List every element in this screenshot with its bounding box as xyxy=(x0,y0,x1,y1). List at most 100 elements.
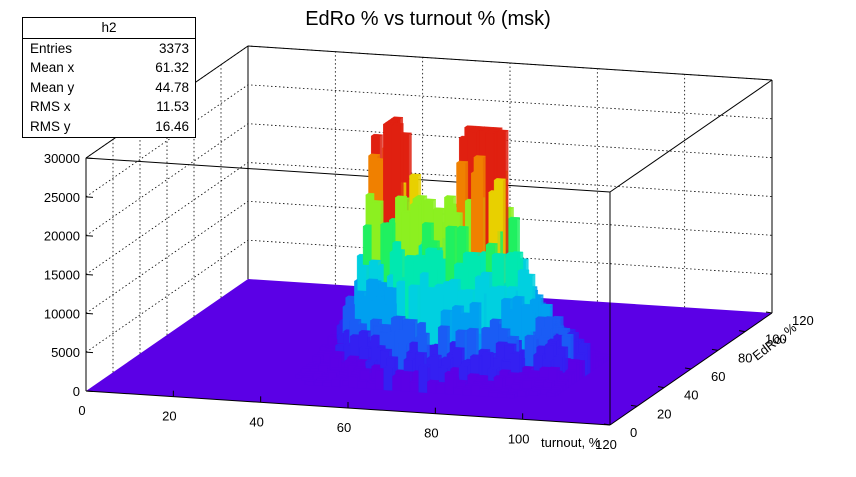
bin-top xyxy=(521,365,535,369)
bin-top xyxy=(510,382,524,386)
bin-side xyxy=(584,352,588,377)
y-tick-mark xyxy=(630,404,638,407)
bin-top xyxy=(506,335,520,339)
bin-top xyxy=(495,341,508,345)
bin-top xyxy=(456,225,470,229)
bin-side xyxy=(587,342,591,375)
stats-row: RMS y 16.46 xyxy=(23,117,195,137)
bin-top xyxy=(428,266,441,270)
bin-top xyxy=(475,374,489,378)
bin-top xyxy=(430,249,444,253)
bin-top xyxy=(517,282,531,286)
bin-side xyxy=(571,372,575,387)
stats-value: 3373 xyxy=(158,40,189,56)
bin-top xyxy=(348,374,361,378)
bin-top xyxy=(344,358,357,362)
bin-top xyxy=(516,372,529,376)
bin-top xyxy=(487,390,501,393)
bin-top xyxy=(455,160,469,164)
bin-top xyxy=(539,387,553,391)
z-tick-mark xyxy=(85,235,94,237)
bin-top xyxy=(510,351,523,355)
bin-top xyxy=(433,207,446,211)
bin-top xyxy=(469,354,483,358)
y-tick-mark xyxy=(711,348,719,351)
bin-top xyxy=(311,353,324,357)
bin-top xyxy=(466,327,480,331)
bin-top xyxy=(538,334,552,338)
y-tick-label: 60 xyxy=(711,369,725,384)
stats-label: Mean x xyxy=(30,60,75,76)
ticks: 0 5000 10000 15000 20000 25000 30000 0 20 40 60 80 1… xyxy=(44,151,814,452)
bin-front xyxy=(528,390,538,397)
bin-top xyxy=(336,374,349,378)
y-tick-label: 0 xyxy=(630,425,637,440)
bin-top xyxy=(403,357,416,361)
stats-label: RMS x xyxy=(30,99,71,115)
bin-front xyxy=(366,382,376,390)
bin-top xyxy=(423,198,437,202)
bin-top xyxy=(500,297,514,301)
bin-top xyxy=(384,302,398,306)
bin-top xyxy=(438,365,451,369)
bin-top xyxy=(418,363,431,367)
bin-top xyxy=(578,342,591,346)
bin-side xyxy=(590,353,594,374)
bin-top xyxy=(451,305,465,309)
bin-top xyxy=(540,303,554,307)
bin-top xyxy=(480,271,493,275)
bin-top xyxy=(551,385,564,389)
bin-top xyxy=(365,359,378,363)
bin-top xyxy=(528,388,541,392)
stats-label: RMS y xyxy=(30,118,71,134)
bin-front xyxy=(470,384,480,397)
bin-top xyxy=(444,206,458,210)
z-tick-label: 20000 xyxy=(44,229,80,244)
bin-top xyxy=(455,329,468,333)
bin-top xyxy=(369,279,382,283)
bin-top xyxy=(494,285,508,289)
bin-top xyxy=(385,356,399,360)
bin-top xyxy=(367,153,381,157)
bin-top xyxy=(316,376,329,380)
bin-top xyxy=(575,352,589,356)
bin-top xyxy=(470,382,484,386)
bin-top xyxy=(473,155,486,159)
bin-front xyxy=(392,375,402,392)
bin-top xyxy=(391,122,404,126)
bin-front xyxy=(348,376,358,389)
bin-top xyxy=(529,298,542,302)
bin-top xyxy=(523,273,536,277)
bin-top xyxy=(542,379,555,383)
bin-top xyxy=(457,318,471,322)
x-axis-label: turnout, % xyxy=(541,435,601,450)
stats-value: 16.46 xyxy=(155,118,189,134)
bin-top xyxy=(357,264,370,268)
bin-top xyxy=(421,222,435,225)
stats-row: Entries 3373 xyxy=(23,39,195,59)
x-tick-label: 100 xyxy=(508,431,530,446)
bin-top xyxy=(531,384,544,388)
bin-front xyxy=(427,381,437,394)
bin-top xyxy=(489,318,502,322)
y-tick-mark xyxy=(765,311,773,314)
bin-top xyxy=(477,348,491,352)
bin-top xyxy=(553,383,567,387)
y-tick-label: 80 xyxy=(738,350,752,365)
bin-front xyxy=(462,388,472,396)
stats-value: 44.78 xyxy=(155,79,189,95)
z-tick-mark xyxy=(85,196,94,198)
bin-top xyxy=(564,369,578,373)
bin-top xyxy=(414,351,428,355)
bin-top xyxy=(448,278,461,282)
bin-front xyxy=(444,372,454,395)
bin-top xyxy=(521,303,534,307)
bin-top xyxy=(468,258,482,262)
bin-front xyxy=(409,382,419,393)
bin-top xyxy=(394,195,408,199)
bin-front xyxy=(357,381,367,390)
y-tick-mark xyxy=(738,330,746,333)
bin-top xyxy=(359,367,373,371)
bin-top xyxy=(356,379,370,383)
bin-side xyxy=(579,362,583,381)
